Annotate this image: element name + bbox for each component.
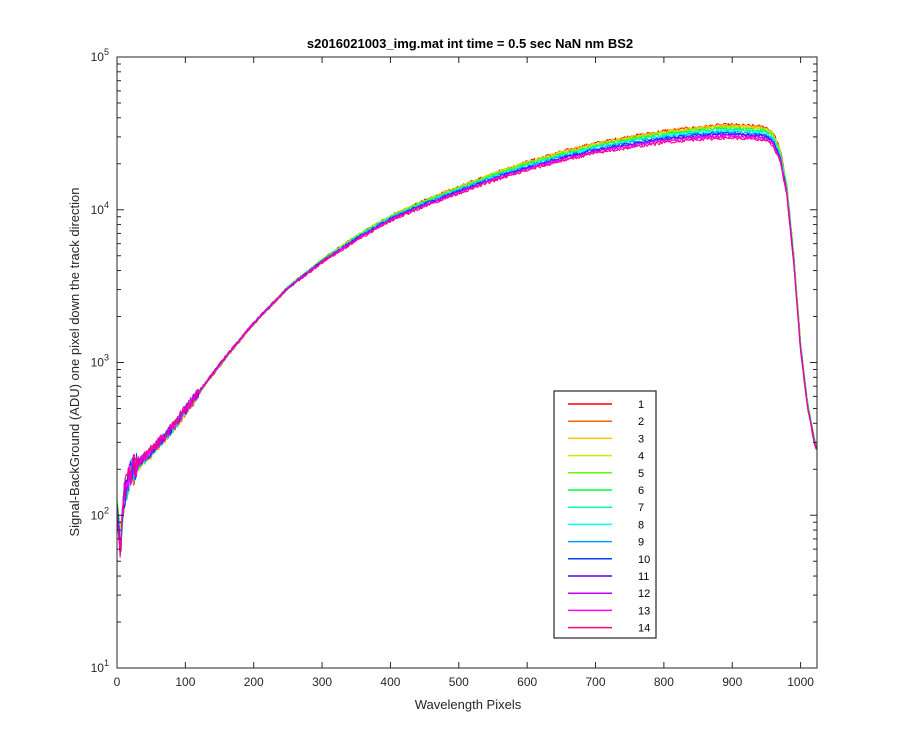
legend-label-10: 10	[638, 554, 650, 566]
legend-label-11: 11	[638, 571, 649, 583]
x-tick-label: 100	[175, 675, 195, 689]
axes: 0 100 200 300 400 500 600 700 800 900 100010110210…	[91, 47, 818, 689]
y-tick-label: 104	[91, 200, 109, 217]
legend-label-6: 6	[638, 485, 644, 497]
series-line-10	[117, 131, 817, 549]
y-tick-label: 102	[91, 505, 109, 522]
x-tick-label: 800	[654, 675, 674, 689]
x-tick-label: 300	[312, 675, 332, 689]
x-tick-label: 0	[114, 675, 121, 689]
x-axis-label: Wavelength Pixels	[415, 697, 522, 712]
series-line-11	[117, 132, 817, 555]
x-tick-label: 500	[449, 675, 469, 689]
x-tick-label: 900	[722, 675, 742, 689]
x-tick-label: 1000	[787, 675, 814, 689]
legend-label-8: 8	[638, 519, 644, 531]
plot-area	[117, 123, 817, 558]
legend-label-1: 1	[638, 399, 644, 411]
x-tick-label: 200	[244, 675, 264, 689]
x-tick-label: 700	[586, 675, 606, 689]
legend-label-13: 13	[638, 605, 650, 617]
legend-label-12: 12	[638, 588, 650, 600]
legend-label-3: 3	[638, 433, 644, 445]
series-line-13	[117, 134, 817, 553]
series-line-14	[117, 136, 817, 557]
y-tick-label: 105	[91, 47, 109, 64]
series-line-9	[117, 130, 817, 555]
legend-label-5: 5	[638, 468, 644, 480]
y-tick-label: 103	[91, 353, 109, 370]
y-tick-label: 101	[91, 658, 109, 675]
legend-box	[553, 390, 657, 639]
legend-label-2: 2	[638, 416, 644, 428]
legend-label-9: 9	[638, 537, 644, 549]
legend-label-14: 14	[638, 623, 650, 635]
legend-label-7: 7	[638, 502, 644, 514]
x-tick-label: 400	[380, 675, 400, 689]
legend-label-4: 4	[638, 451, 644, 463]
series-line-12	[117, 133, 817, 558]
chart-title: s2016021003_img.mat int time = 0.5 sec N…	[307, 36, 633, 51]
y-axis-label: Signal-BackGround (ADU) one pixel down t…	[67, 187, 82, 536]
x-tick-label: 600	[517, 675, 537, 689]
